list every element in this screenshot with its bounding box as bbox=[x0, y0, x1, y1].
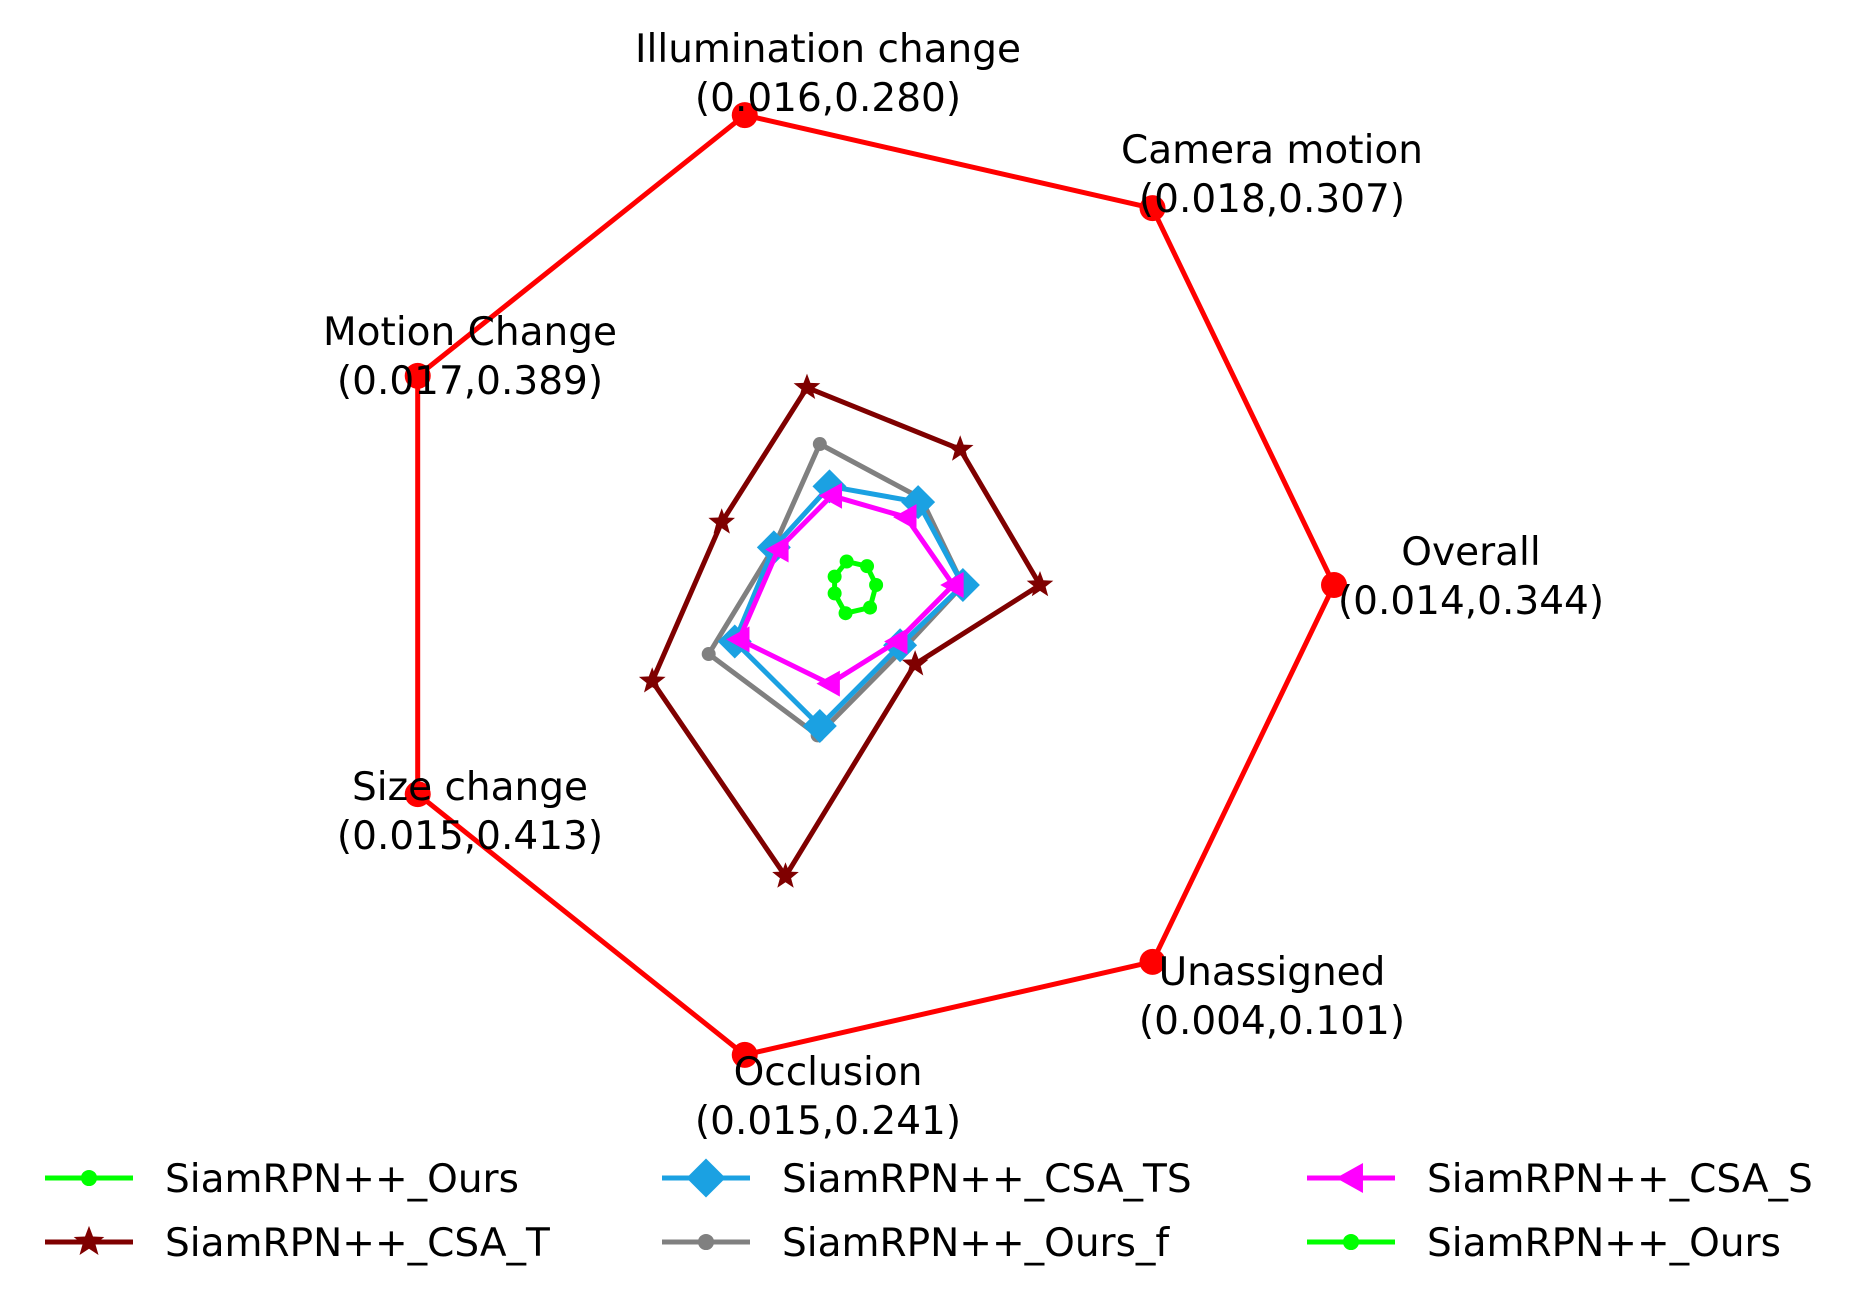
series-5 bbox=[827, 554, 884, 621]
data-point bbox=[901, 650, 929, 676]
data-point bbox=[1139, 195, 1166, 222]
data-point bbox=[818, 482, 843, 509]
data-point bbox=[884, 628, 908, 655]
data-point bbox=[827, 586, 842, 601]
data-point bbox=[731, 1041, 758, 1068]
data-point bbox=[860, 559, 875, 574]
data-point bbox=[793, 373, 821, 399]
axis-label: Illumination change bbox=[635, 27, 1021, 72]
axis-range-label: (0.015,0.413) bbox=[337, 814, 603, 859]
legend-item: SiamRPN++_CSA_T bbox=[45, 1221, 550, 1266]
data-point bbox=[863, 600, 878, 615]
series-line bbox=[415, 112, 1337, 1058]
axis-label: Overall bbox=[1401, 530, 1540, 575]
legend-item: SiamRPN++_CSA_S bbox=[1307, 1157, 1813, 1202]
axis-range-label: (0.018,0.307) bbox=[1139, 177, 1405, 222]
data-point bbox=[1026, 571, 1054, 597]
legend-item: SiamRPN++_CSA_TS bbox=[662, 1157, 1192, 1202]
data-point bbox=[726, 626, 750, 653]
legend-label: SiamRPN++_CSA_T bbox=[165, 1221, 550, 1266]
axis-label: Camera motion bbox=[1121, 128, 1423, 173]
axis-range-label: (0.015,0.241) bbox=[695, 1099, 961, 1144]
legend-item: SiamRPN++_Ours bbox=[1307, 1221, 1781, 1266]
legend-marker-icon bbox=[697, 1233, 715, 1251]
legend: SiamRPN++_Ours SiamRPN++_CSA_TS SiamRPN++_… bbox=[45, 1157, 1813, 1266]
legend-label: SiamRPN++_Ours bbox=[1427, 1221, 1781, 1266]
legend-marker-icon bbox=[1336, 1163, 1363, 1193]
legend-label: SiamRPN++_Ours bbox=[165, 1157, 519, 1202]
axis-range-label: (0.016,0.280) bbox=[695, 76, 961, 121]
data-point bbox=[404, 781, 431, 808]
series-0 bbox=[404, 102, 1347, 1068]
series-line bbox=[736, 493, 956, 687]
data-point bbox=[812, 437, 827, 452]
axis-label: Occlusion bbox=[734, 1050, 923, 1095]
series-line bbox=[706, 441, 966, 738]
series-layer bbox=[404, 102, 1347, 1068]
data-point bbox=[869, 578, 884, 592]
legend-marker-icon bbox=[73, 1225, 105, 1255]
legend-item: SiamRPN++_Ours_f bbox=[662, 1221, 1170, 1266]
data-point bbox=[731, 102, 758, 129]
axis-range-label: (0.017,0.389) bbox=[337, 359, 603, 404]
legend-marker-icon bbox=[80, 1169, 98, 1187]
legend-label: SiamRPN++_Ours_f bbox=[782, 1221, 1170, 1266]
legend-marker-icon bbox=[686, 1158, 726, 1198]
legend-label: SiamRPN++_CSA_S bbox=[1427, 1157, 1813, 1202]
data-point bbox=[638, 667, 666, 693]
legend-item: SiamRPN++_Ours bbox=[45, 1157, 519, 1202]
series-1 bbox=[638, 373, 1054, 888]
legend-label: SiamRPN++_CSA_TS bbox=[782, 1157, 1192, 1202]
axis-range-label: (0.014,0.344) bbox=[1338, 579, 1604, 624]
series-line bbox=[649, 385, 1043, 879]
data-point bbox=[802, 708, 837, 743]
data-point bbox=[701, 647, 716, 662]
series-4 bbox=[726, 482, 964, 697]
data-point bbox=[1139, 948, 1166, 975]
data-point bbox=[946, 435, 974, 461]
data-point bbox=[708, 508, 735, 534]
data-point bbox=[838, 606, 853, 621]
axis-labels: Overall(0.014,0.344) Camera motion(0.018,… bbox=[323, 27, 1604, 1144]
data-point bbox=[839, 554, 854, 569]
data-point bbox=[765, 536, 789, 563]
axis-range-label: (0.004,0.101) bbox=[1139, 999, 1405, 1044]
legend-marker-icon bbox=[1342, 1233, 1360, 1251]
axis-label: Size change bbox=[352, 765, 588, 810]
data-point bbox=[772, 862, 799, 888]
data-point bbox=[827, 569, 842, 584]
data-point bbox=[404, 362, 431, 389]
axis-label: Unassigned bbox=[1159, 950, 1386, 995]
data-point bbox=[940, 572, 964, 598]
data-point bbox=[893, 504, 917, 531]
data-point bbox=[816, 670, 840, 697]
axis-label: Motion Change bbox=[323, 310, 617, 355]
series-line bbox=[732, 483, 966, 729]
data-point bbox=[1321, 572, 1347, 598]
